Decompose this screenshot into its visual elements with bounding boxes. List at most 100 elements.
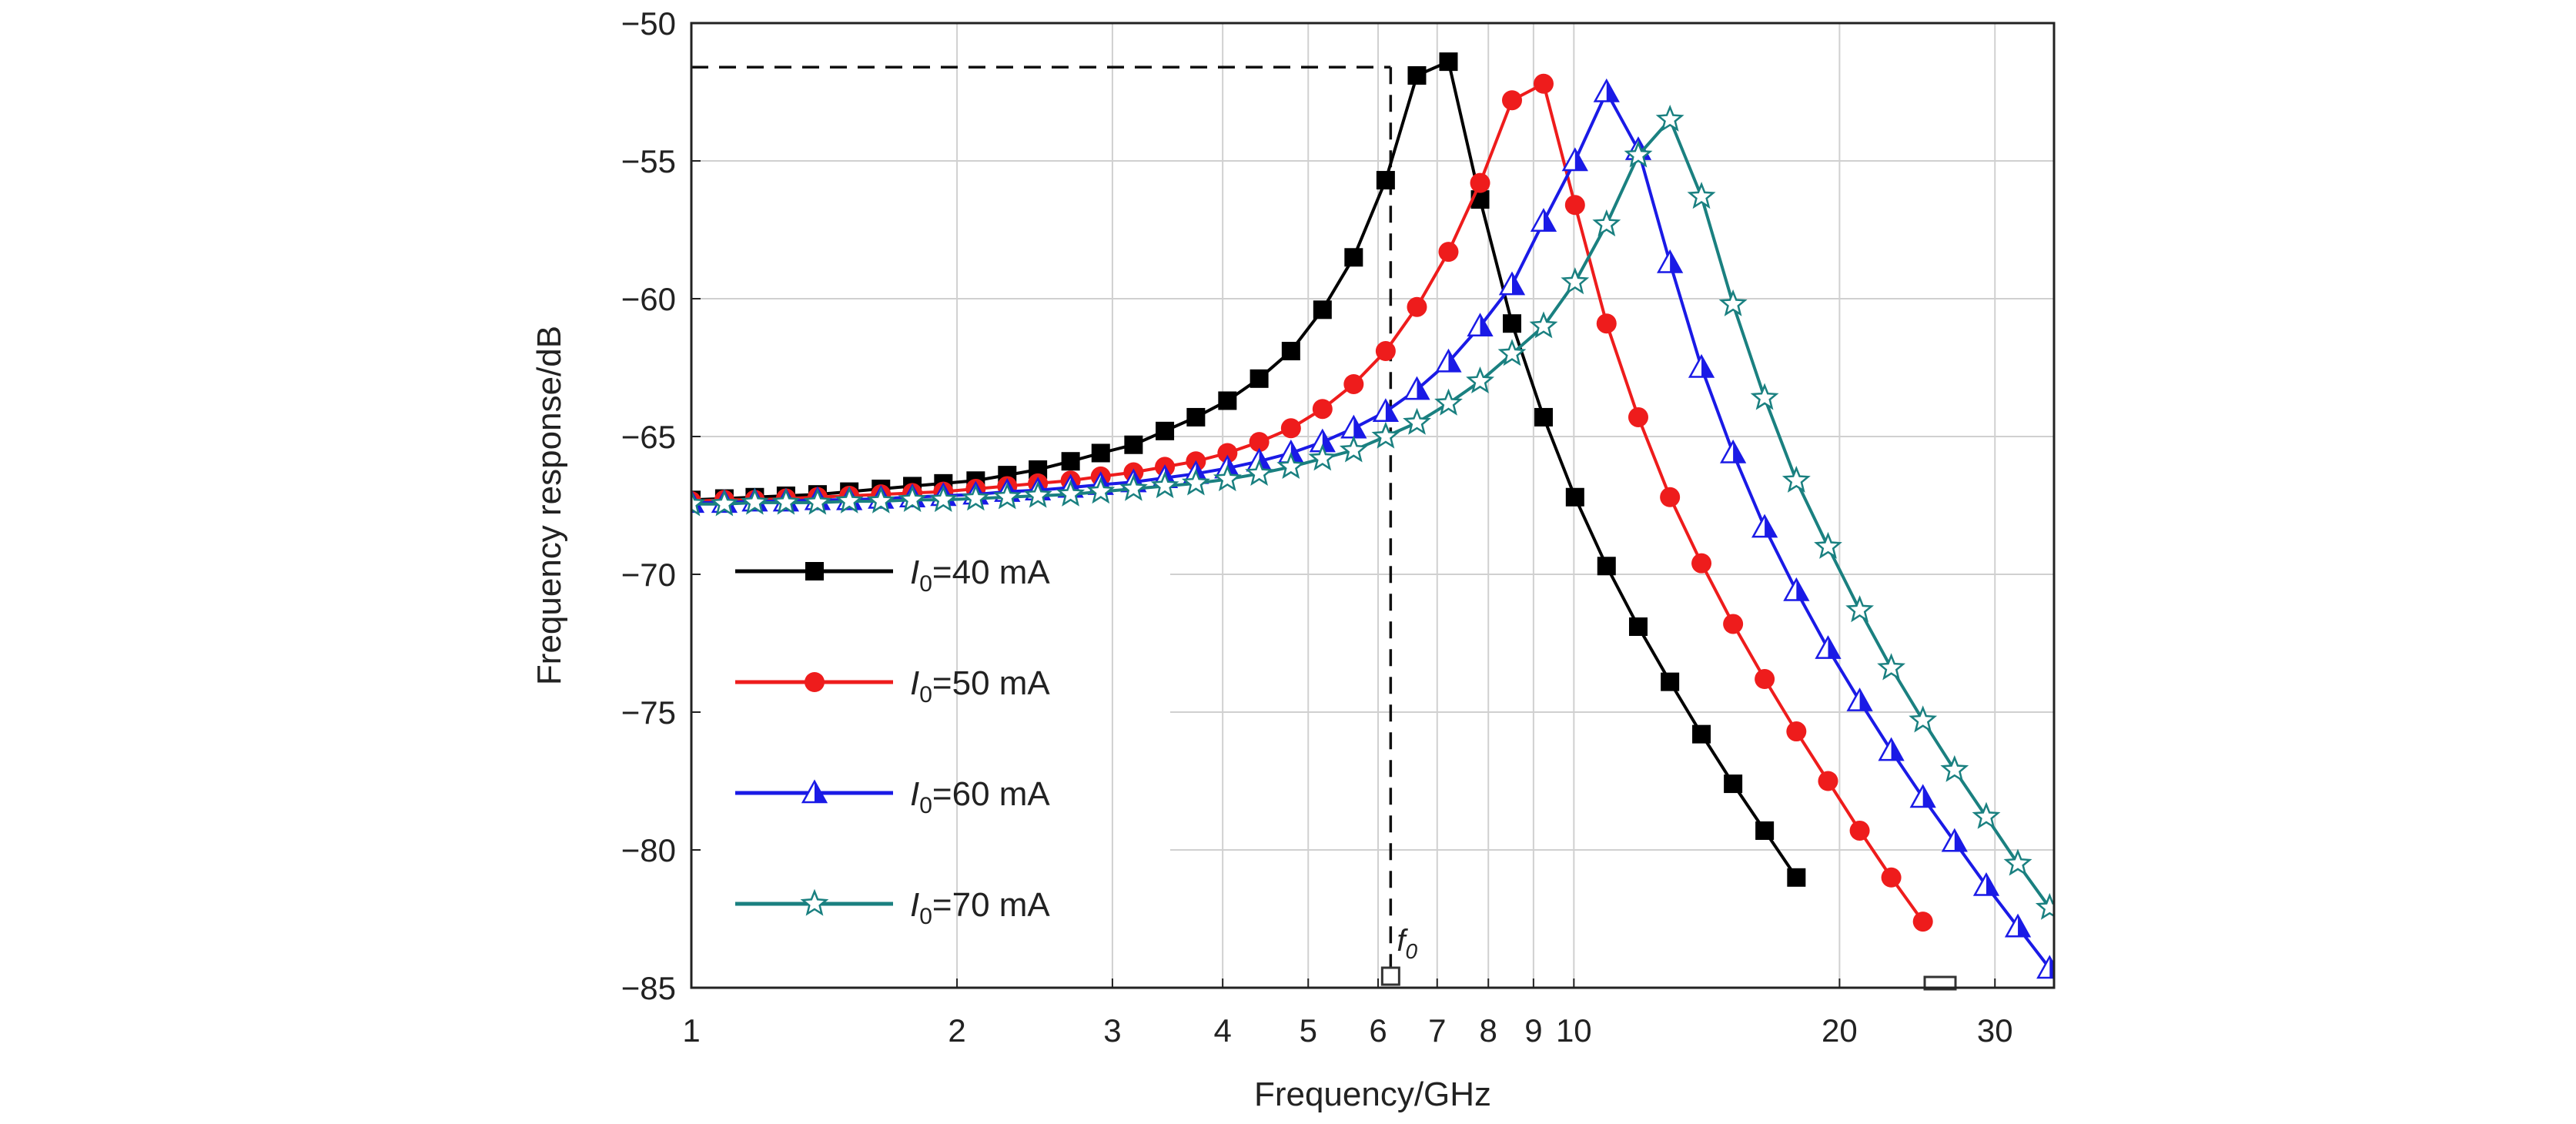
y-tick-label: −75 [621,694,676,731]
data-point [1692,724,1711,744]
data-point [928,484,958,513]
data-point [805,562,824,580]
data-point [740,487,769,515]
data-point [1691,553,1712,574]
data-point [1846,687,1873,711]
y-tick-label: −85 [621,970,676,1006]
data-point [1628,406,1648,427]
data-point [1593,78,1620,102]
data-point [1375,341,1396,362]
series-layer [691,52,2054,979]
series-line [691,81,1925,923]
data-point [1687,182,1716,209]
y-tick-label: −50 [621,5,676,42]
data-point [1941,828,1968,852]
data-point [1688,353,1715,378]
data-point [1403,407,1431,435]
data-point [1124,435,1143,454]
data-point [691,489,706,517]
data-point [1119,473,1148,501]
data-point [1723,614,1744,634]
data-point [1245,458,1274,487]
data-point [1940,754,1969,782]
data-point [1750,383,1779,410]
data-point [1661,672,1680,691]
data-point [866,486,895,513]
data-point [710,489,739,517]
data-point [1845,595,1875,623]
legend-item-3: I0=60 mA [735,775,1050,818]
data-point [1596,313,1617,334]
data-point [1407,296,1427,317]
data-point [801,779,828,804]
data-point [1498,271,1526,296]
data-point [2004,913,2032,938]
data-point [1624,140,1653,168]
data-point [1720,439,1747,463]
data-point [1877,653,1906,681]
data-point [1815,635,1842,659]
data-point [1277,439,1304,463]
legend-item-2: I0=50 mA [735,664,1050,708]
data-point [1783,577,1810,601]
data-point [2035,892,2054,920]
x-tick-label: 3 [1103,1012,1121,1049]
axis-ticks: 1 2 3 4 5 6 7 8 9 10 20 30 −50 −55 −60 −65 −70 −75 −80 −85 [621,5,2013,1049]
x-tick-label: 2 [948,1012,965,1049]
data-point [1561,267,1590,295]
data-point [1597,557,1616,576]
data-point [1091,443,1110,463]
data-point [1561,147,1588,172]
legend-label: I0=50 mA [910,664,1050,708]
data-point [1344,248,1363,267]
data-point [1501,90,1522,111]
data-point [1530,208,1557,232]
data-point [1250,369,1269,388]
data-point [1371,421,1400,449]
x-tick-label: 10 [1556,1012,1592,1049]
data-point [1186,407,1206,427]
data-point [1313,300,1332,319]
data-point [1878,737,1905,761]
data-point [771,487,801,515]
legend-label: I0=60 mA [910,775,1050,818]
data-point [1529,311,1558,339]
data-point [1909,784,1936,808]
data-point [1061,452,1080,471]
y-tick-label: −80 [621,832,676,868]
data-point [1217,443,1238,463]
data-point [1466,366,1495,394]
data-point [1657,249,1684,273]
y-axis-title: Frequency response/dB [530,326,568,685]
data-point [1655,104,1684,132]
data-point [1534,407,1553,427]
plot-frame [690,22,2056,989]
data-point [1592,209,1621,237]
data-point [1533,73,1554,94]
data-point [1339,435,1368,463]
y-tick-label: −55 [621,143,676,179]
data-point [1881,867,1902,888]
data-point [1343,373,1364,394]
data-point [1849,820,1870,841]
x-tick-label: 9 [1524,1012,1542,1049]
data-point [1312,399,1333,420]
x-tick-label: 5 [1300,1012,1317,1049]
x-tick-label: 20 [1822,1012,1858,1049]
data-point [835,486,864,513]
data-point [1438,242,1459,263]
data-point [1467,313,1494,337]
data-point [1628,617,1648,637]
data-point [1786,721,1807,742]
data-point [1909,705,1938,733]
data-point [898,484,927,513]
x-tick-label: 8 [1480,1012,1497,1049]
data-point [803,487,832,515]
data-point [1470,172,1490,193]
legend-label: I0=70 mA [910,886,1050,929]
data-point [1407,66,1427,85]
legend: I0=40 mA I0=50 mA I0=60 mA I0=70 mA [735,554,1050,929]
data-point [1755,821,1775,840]
data-point [805,672,825,692]
